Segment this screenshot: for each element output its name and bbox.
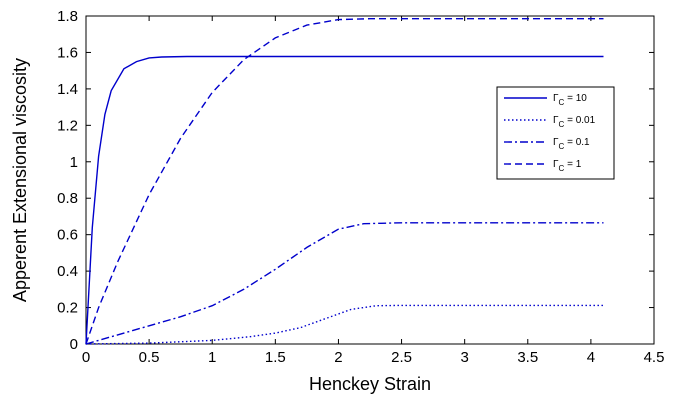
legend-label-3: ΓC = 1 xyxy=(553,159,582,173)
series-line-3 xyxy=(85,18,604,345)
x-tick-label: 4 xyxy=(587,349,595,366)
y-tick-label: 1.8 xyxy=(57,8,78,25)
legend-label-2: ΓC = 0.1 xyxy=(553,137,590,151)
legend-label-1: ΓC = 0.01 xyxy=(553,115,596,129)
y-tick-label: 0.8 xyxy=(57,190,78,207)
x-tick-label: 0.5 xyxy=(139,349,160,366)
y-axis-ticks: 0 0.2 0.4 0.6 0.8 1 1.2 1.4 1.6 1.8 xyxy=(57,8,654,353)
series-line-0 xyxy=(85,55,604,345)
x-tick-label: 2.5 xyxy=(391,349,412,366)
legend-box xyxy=(496,86,615,180)
x-tick-label: 0 xyxy=(82,349,90,366)
x-tick-label: 1 xyxy=(208,349,216,366)
x-axis-label: Henckey Strain xyxy=(309,374,431,394)
y-tick-label: 0.6 xyxy=(57,227,78,244)
x-tick-label: 3 xyxy=(460,349,468,366)
y-tick-label: 1 xyxy=(70,154,78,171)
series-line-2 xyxy=(85,222,604,345)
y-axis-label: Apperent Extensional viscosity xyxy=(10,58,30,302)
y-tick-label: 1.4 xyxy=(57,81,78,98)
plot-area xyxy=(85,15,655,345)
x-tick-label: 1.5 xyxy=(265,349,286,366)
y-tick-label: 1.2 xyxy=(57,117,78,134)
x-tick-label: 3.5 xyxy=(517,349,538,366)
y-tick-label: 0.2 xyxy=(57,300,78,317)
x-tick-label: 2 xyxy=(334,349,342,366)
series-layer xyxy=(85,18,604,345)
legend-label-0: ΓC = 10 xyxy=(553,93,587,107)
y-tick-label: 0 xyxy=(70,336,78,353)
legend: ΓC = 10 ΓC = 0.01 ΓC = 0.1 ΓC = 1 xyxy=(496,86,615,180)
y-tick-label: 0.4 xyxy=(57,263,78,280)
y-tick-label: 1.6 xyxy=(57,44,78,61)
x-axis-ticks: 0 0.5 1 1.5 2 2.5 3 3.5 4 4.5 xyxy=(82,16,665,366)
x-tick-label: 4.5 xyxy=(644,349,665,366)
